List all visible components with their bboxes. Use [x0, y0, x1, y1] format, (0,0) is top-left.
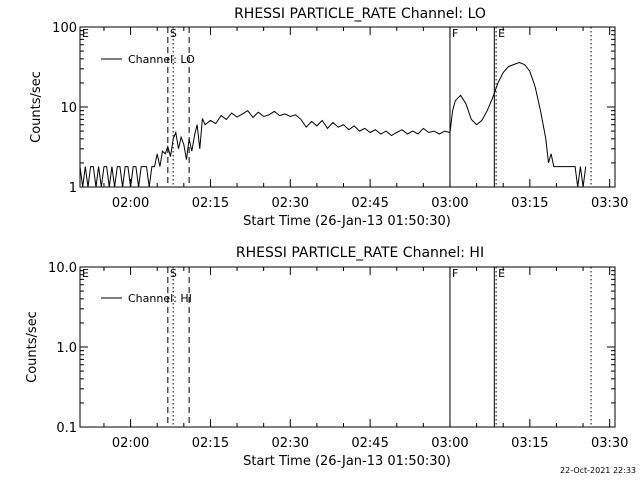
- x-tick-label: 03:30: [591, 436, 628, 451]
- x-tick-label: 03:00: [431, 196, 468, 211]
- lo-y-tick-labels: 1 10 100: [52, 21, 77, 196]
- event-marker-label: E: [82, 27, 89, 40]
- lo-y-axis-label: Counts/sec: [29, 71, 44, 143]
- x-tick-label: 02:00: [112, 436, 149, 451]
- y-tick-label: 1.0: [56, 341, 77, 356]
- x-tick-label: 02:45: [351, 436, 388, 451]
- event-marker-label: E: [498, 27, 505, 40]
- lo-channel-panel: RHESSI PARTICLE_RATE Channel: LO 02:00 02…: [29, 6, 628, 229]
- hi-x-tick-labels: 02:00 02:15 02:30 02:45 03:00 03:15 03:30: [112, 436, 629, 451]
- event-marker-label: S: [170, 267, 177, 280]
- lo-x-axis-label: Start Time (26-Jan-13 01:50:30): [243, 214, 451, 229]
- x-tick-label: 02:30: [272, 196, 309, 211]
- lo-legend: Channel: LO: [101, 53, 195, 66]
- x-tick-label: 03:30: [591, 196, 628, 211]
- hi-plot-frame: [79, 266, 616, 428]
- x-tick-label: 02:15: [192, 196, 229, 211]
- y-tick-label: 1: [69, 181, 77, 196]
- y-tick-label: 10: [60, 101, 77, 116]
- hi-legend-label: Channel: HI: [128, 292, 192, 305]
- event-marker-label: S: [170, 27, 177, 40]
- x-tick-label: 02:45: [351, 196, 388, 211]
- x-tick-label: 02:30: [272, 436, 309, 451]
- lo-series-line: [79, 61, 587, 188]
- lo-x-tick-labels: 02:00 02:15 02:30 02:45 03:00 03:15 03:30: [112, 196, 629, 211]
- hi-channel-panel: RHESSI PARTICLE_RATE Channel: HI 02:00 02…: [25, 245, 628, 469]
- hi-y-tick-labels: 0.1 1.0 10.0: [48, 261, 77, 436]
- hi-x-axis-label: Start Time (26-Jan-13 01:50:30): [243, 454, 451, 469]
- lo-legend-label: Channel: LO: [128, 53, 195, 66]
- generation-timestamp: 22-Oct-2021 22:33: [560, 466, 636, 475]
- x-tick-label: 03:00: [431, 436, 468, 451]
- lo-chart-title: RHESSI PARTICLE_RATE Channel: LO: [234, 6, 486, 22]
- x-tick-label: 02:00: [112, 196, 149, 211]
- x-tick-label: 02:15: [192, 436, 229, 451]
- y-tick-label: 10.0: [48, 261, 77, 276]
- event-marker-label: F: [452, 267, 458, 280]
- event-marker-label: F: [452, 27, 458, 40]
- hi-axis-ticks: [80, 266, 615, 428]
- hi-y-axis-label: Counts/sec: [25, 311, 40, 383]
- x-tick-label: 03:15: [511, 196, 548, 211]
- event-marker-label: E: [82, 267, 89, 280]
- x-tick-label: 03:15: [511, 436, 548, 451]
- event-marker-label: E: [498, 267, 505, 280]
- y-tick-label: 100: [52, 21, 77, 36]
- hi-chart-title: RHESSI PARTICLE_RATE Channel: HI: [236, 245, 484, 261]
- y-tick-label: 0.1: [56, 421, 77, 436]
- hi-legend: Channel: HI: [101, 292, 192, 305]
